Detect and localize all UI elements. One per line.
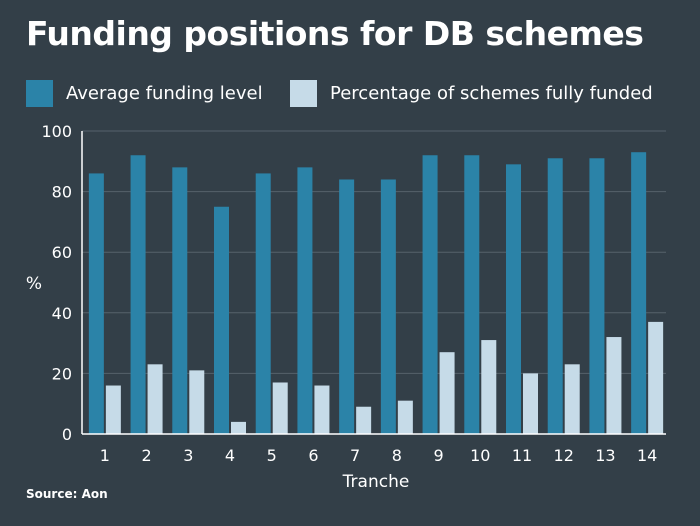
bar-average-funding-level-3 bbox=[172, 167, 188, 435]
x-tick-label-10: 10 bbox=[470, 446, 490, 465]
x-tick-label-7: 7 bbox=[350, 446, 360, 465]
bar-fully-funded-5 bbox=[272, 382, 288, 434]
x-tick-label-2: 2 bbox=[141, 446, 151, 465]
y-tick-label-40: 40 bbox=[52, 304, 72, 323]
bar-average-funding-level-11 bbox=[506, 164, 521, 434]
bar-average-funding-level-10 bbox=[464, 155, 480, 435]
x-tick-label-1: 1 bbox=[100, 446, 110, 465]
bar-fully-funded-11 bbox=[523, 373, 538, 434]
bar-average-funding-level-12 bbox=[547, 158, 563, 434]
bar-fully-funded-7 bbox=[356, 406, 372, 434]
bar-average-funding-level-5 bbox=[255, 173, 271, 435]
legend-item-fully-funded: Percentage of schemes fully funded bbox=[290, 80, 653, 107]
bar-fully-funded-4 bbox=[231, 421, 246, 434]
x-tick-label-4: 4 bbox=[225, 446, 235, 465]
legend-swatch-average-funding-level bbox=[26, 80, 53, 107]
y-axis-label: % bbox=[26, 274, 42, 294]
legend-item-average-funding-level: Average funding level bbox=[26, 80, 263, 107]
y-tick-label-0: 0 bbox=[62, 425, 72, 444]
bar-average-funding-level-2 bbox=[130, 155, 146, 435]
x-tick-label-13: 13 bbox=[595, 446, 615, 465]
y-tick-label-60: 60 bbox=[52, 243, 72, 262]
bar-fully-funded-13 bbox=[606, 337, 622, 434]
bar-fully-funded-2 bbox=[147, 364, 163, 434]
y-tick-label-100: 100 bbox=[41, 122, 72, 141]
chart-title: Funding positions for DB schemes bbox=[26, 14, 644, 53]
bar-average-funding-level-9 bbox=[422, 155, 438, 435]
legend-swatch-fully-funded bbox=[290, 80, 317, 107]
bar-fully-funded-6 bbox=[314, 385, 330, 434]
y-tick-label-80: 80 bbox=[52, 183, 72, 202]
x-axis-label: Tranche bbox=[342, 472, 410, 492]
x-tick-label-9: 9 bbox=[433, 446, 443, 465]
bar-average-funding-level-8 bbox=[380, 179, 396, 434]
x-tick-label-14: 14 bbox=[637, 446, 657, 465]
bar-average-funding-level-14 bbox=[631, 152, 647, 434]
bar-fully-funded-9 bbox=[439, 352, 455, 434]
x-tick-label-5: 5 bbox=[267, 446, 277, 465]
chart-legend: Average funding level Percentage of sche… bbox=[26, 80, 686, 110]
bar-fully-funded-8 bbox=[397, 400, 413, 434]
bar-fully-funded-12 bbox=[564, 364, 580, 434]
bar-average-funding-level-1 bbox=[88, 173, 104, 435]
source-note: Source: Aon bbox=[26, 487, 108, 501]
x-tick-label-3: 3 bbox=[183, 446, 193, 465]
legend-label-average-funding-level: Average funding level bbox=[66, 83, 263, 104]
x-tick-label-12: 12 bbox=[554, 446, 574, 465]
bar-average-funding-level-7 bbox=[339, 179, 355, 434]
bar-fully-funded-14 bbox=[648, 321, 664, 434]
bar-average-funding-level-13 bbox=[589, 158, 605, 434]
x-tick-label-6: 6 bbox=[308, 446, 318, 465]
bar-fully-funded-1 bbox=[105, 385, 121, 434]
bar-average-funding-level-4 bbox=[214, 206, 229, 434]
legend-label-fully-funded: Percentage of schemes fully funded bbox=[330, 83, 653, 104]
bar-average-funding-level-6 bbox=[297, 167, 313, 435]
bar-fully-funded-3 bbox=[189, 370, 205, 434]
x-tick-label-11: 11 bbox=[512, 446, 532, 465]
x-tick-label-8: 8 bbox=[392, 446, 402, 465]
y-tick-label-20: 20 bbox=[52, 364, 72, 383]
bar-fully-funded-10 bbox=[481, 340, 497, 434]
